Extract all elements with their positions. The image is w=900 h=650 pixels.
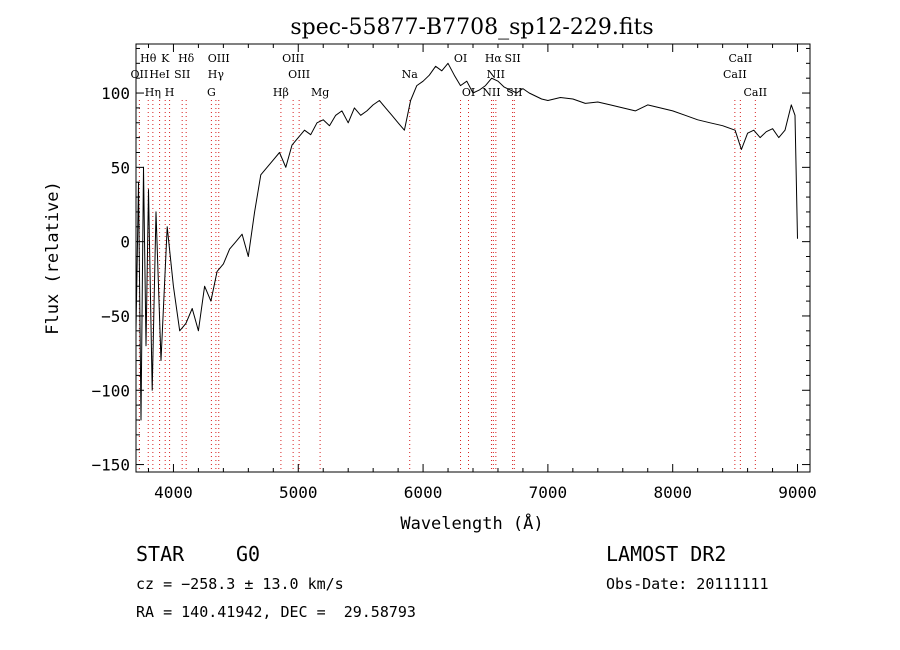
y-tick-label: −50 <box>101 307 130 326</box>
x-axis-label: Wavelength (Å) <box>400 512 543 534</box>
y-tick-label: 100 <box>101 84 130 103</box>
x-tick-label: 7000 <box>529 483 568 502</box>
marker-label: NII <box>487 68 505 81</box>
marker-label: Hα <box>485 52 503 65</box>
spectrum-line <box>135 62 798 421</box>
y-axis-label: Flux (relative) <box>43 181 63 335</box>
marker-label: Hγ <box>208 68 225 81</box>
y-axis: −150 −100 −50 0 50 100 <box>91 47 810 475</box>
marker-label: K <box>161 52 170 65</box>
marker-label: NII <box>482 86 500 99</box>
y-tick-label: −150 <box>91 456 130 475</box>
marker-label: H <box>165 86 175 99</box>
marker-label: OIII <box>288 68 310 81</box>
marker-label: SII <box>506 86 522 99</box>
marker-label: SII <box>504 52 520 65</box>
y-tick-label: 50 <box>111 158 130 177</box>
marker-label: OI <box>462 86 475 99</box>
chart-title: spec-55877-B7708_sp12-229.fits <box>290 15 653 40</box>
marker-label: Na <box>402 68 419 81</box>
marker-label: HeI <box>149 68 169 81</box>
x-tick-label: 8000 <box>653 483 692 502</box>
observation-date: Obs-Date: 20111111 <box>606 575 769 593</box>
marker-label: Hη <box>145 86 161 99</box>
marker-label: OIII <box>208 52 230 65</box>
redshift-readout: cz = −258.3 ± 13.0 km/s <box>136 575 344 593</box>
marker-label: OI <box>454 52 467 65</box>
plot-frame <box>135 43 811 473</box>
x-tick-label: 4000 <box>154 483 193 502</box>
spectrum-series <box>135 62 798 421</box>
x-tick-label: 9000 <box>778 483 817 502</box>
object-class: STAR <box>136 542 185 566</box>
marker-label: G <box>207 86 216 99</box>
y-tick-label: 0 <box>120 233 130 252</box>
x-tick-label: 6000 <box>404 483 443 502</box>
marker-label: CaII <box>723 68 747 81</box>
x-tick-label: 5000 <box>279 483 318 502</box>
marker-label: CaII <box>743 86 767 99</box>
y-tick-label: −100 <box>91 381 130 400</box>
marker-label: OII <box>131 68 149 81</box>
marker-label: CaII <box>729 52 753 65</box>
marker-label: Hδ <box>178 52 195 65</box>
x-axis: 4000 5000 6000 7000 8000 9000 <box>147 44 817 502</box>
survey-name: LAMOST DR2 <box>606 542 727 566</box>
object-subclass: G0 <box>236 542 261 566</box>
marker-label: OIII <box>282 52 304 65</box>
marker-label: Hβ <box>273 86 289 99</box>
coordinates-readout: RA = 140.41942, DEC = 29.58793 <box>136 603 416 621</box>
marker-label: Hθ <box>140 52 157 65</box>
marker-label: Mg <box>311 86 329 99</box>
marker-label: SII <box>174 68 190 81</box>
